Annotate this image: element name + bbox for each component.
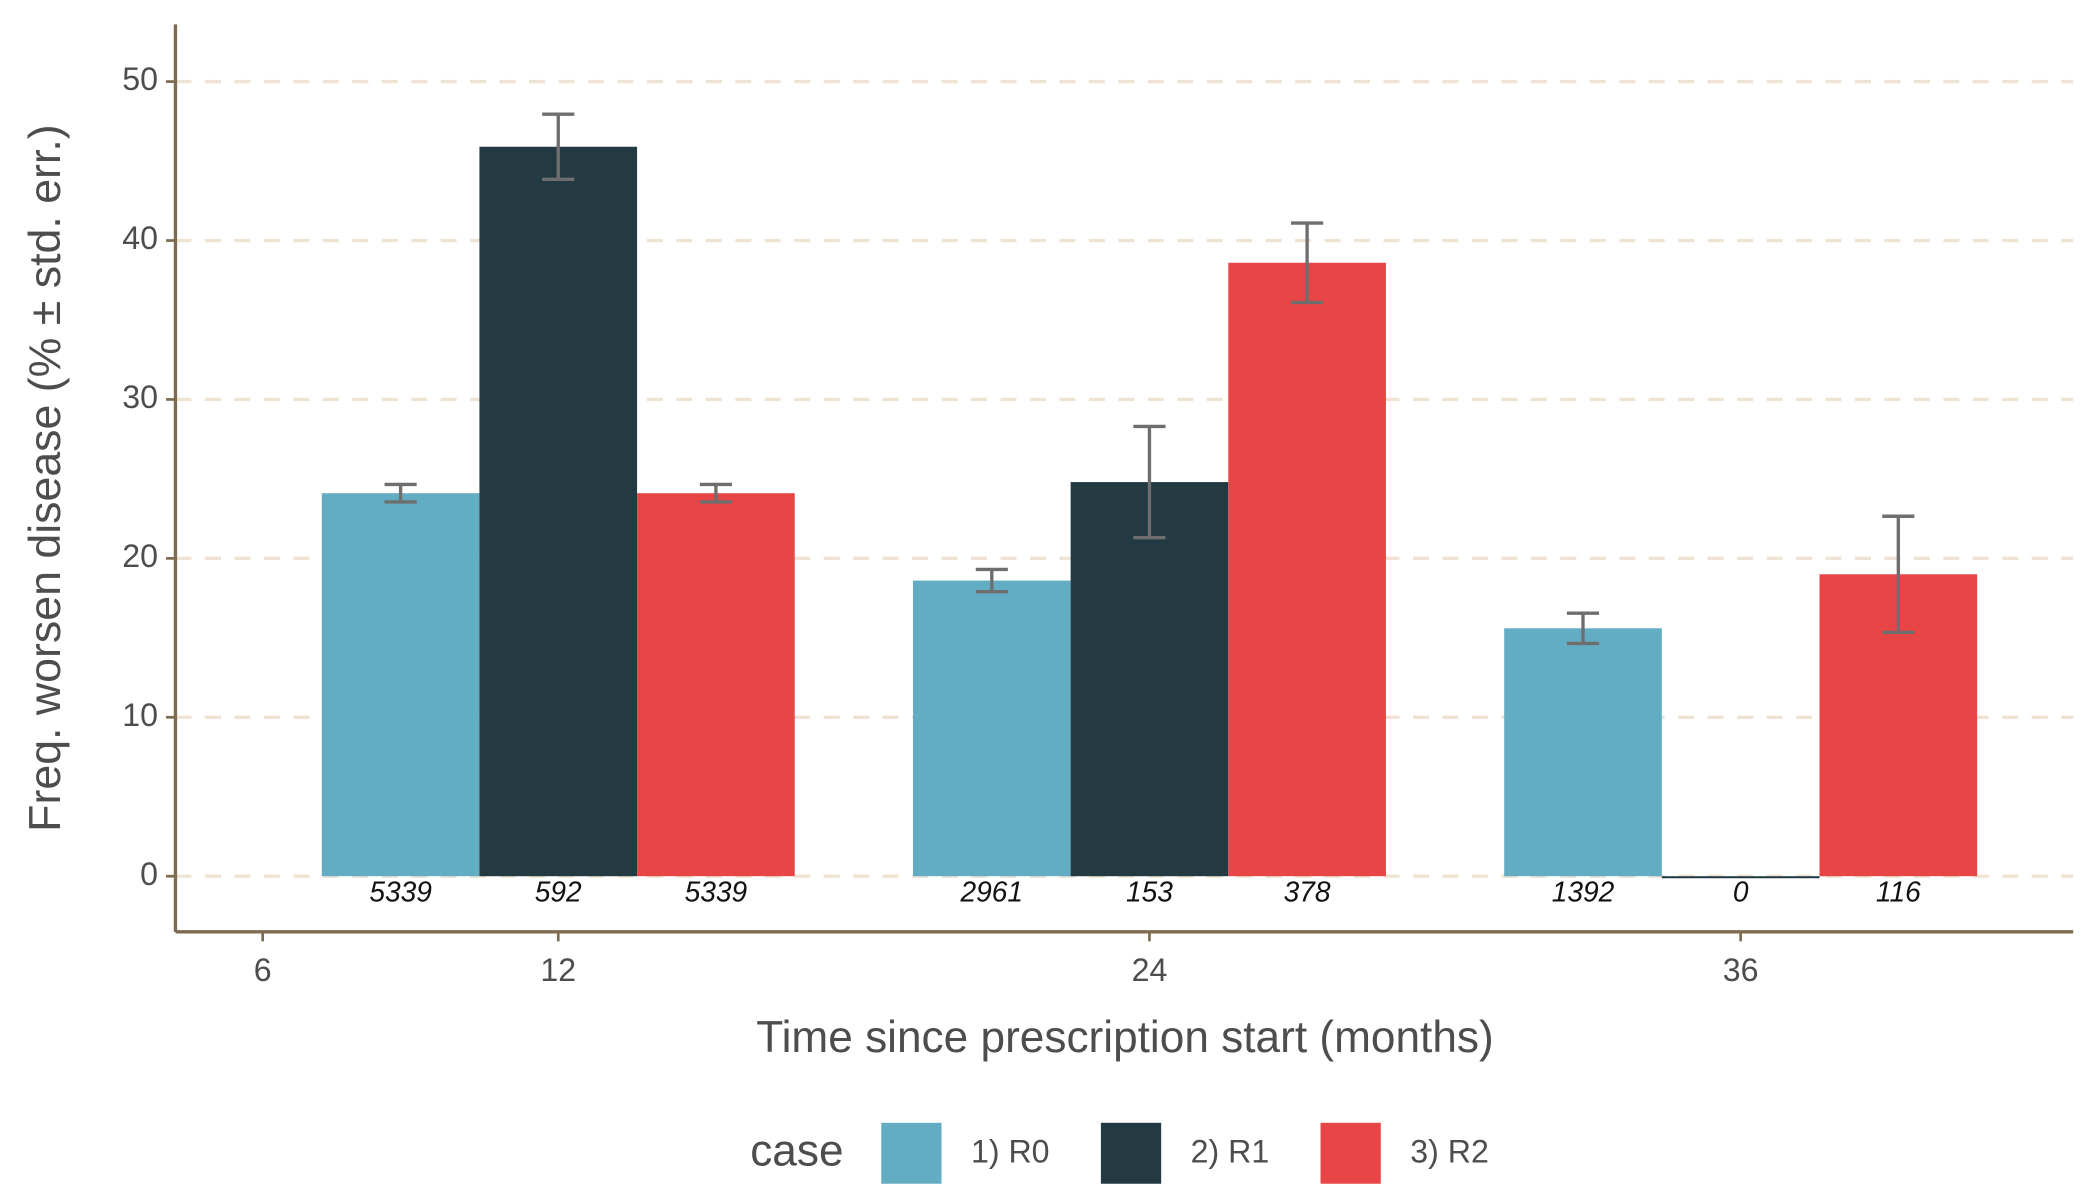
x-tick-label: 36 <box>1723 952 1759 988</box>
y-tick-label: 30 <box>122 379 158 415</box>
error-bar <box>1566 611 1600 646</box>
count-label: 5339 <box>369 875 432 907</box>
legend-label: 2) R1 <box>1191 1133 1270 1169</box>
count-label: 153 <box>1126 875 1173 907</box>
error-bar <box>1882 514 1915 634</box>
x-tick-label: 24 <box>1132 952 1168 988</box>
y-tick-label: 0 <box>140 856 158 892</box>
count-label: 2961 <box>960 875 1024 907</box>
bar <box>637 493 795 877</box>
bar <box>1504 628 1662 877</box>
count-label: 5339 <box>685 875 748 907</box>
bar <box>1661 876 1820 879</box>
bar <box>1070 482 1229 877</box>
error-bar <box>1291 221 1324 305</box>
count-label: 1392 <box>1552 875 1615 907</box>
error-bar <box>1133 424 1166 540</box>
y-tick-label: 50 <box>122 61 158 97</box>
x-tick-label: 12 <box>540 952 576 988</box>
error-bar <box>975 567 1008 594</box>
y-tick-label: 20 <box>122 538 158 574</box>
y-axis-label: Freq. worsen disease (% ± std. err.) <box>21 124 70 831</box>
x-tick-label: 6 <box>254 952 272 988</box>
count-label: 592 <box>535 875 582 907</box>
bar <box>1228 262 1386 877</box>
count-label: 116 <box>1876 875 1921 907</box>
y-tick-label: 10 <box>122 697 158 733</box>
count-label: 0 <box>1733 875 1749 907</box>
legend-label: 1) R0 <box>971 1133 1050 1169</box>
error-bar <box>542 112 575 182</box>
x-axis-label: Time since prescription start (months) <box>756 1013 1493 1062</box>
legend-title: case <box>750 1127 843 1176</box>
bar <box>321 493 480 877</box>
count-label: 378 <box>1284 875 1331 907</box>
error-bar <box>384 482 417 504</box>
bar <box>479 146 638 877</box>
legend-swatch <box>1100 1122 1162 1184</box>
legend-label: 3) R2 <box>1410 1133 1489 1169</box>
error-bar <box>699 482 732 504</box>
y-tick-label: 40 <box>122 220 158 256</box>
legend-swatch <box>1320 1122 1381 1184</box>
bar <box>912 580 1071 877</box>
legend-swatch <box>881 1122 942 1184</box>
